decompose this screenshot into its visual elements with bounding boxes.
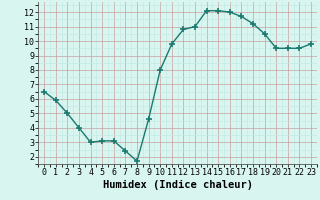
X-axis label: Humidex (Indice chaleur): Humidex (Indice chaleur) [103,180,252,190]
